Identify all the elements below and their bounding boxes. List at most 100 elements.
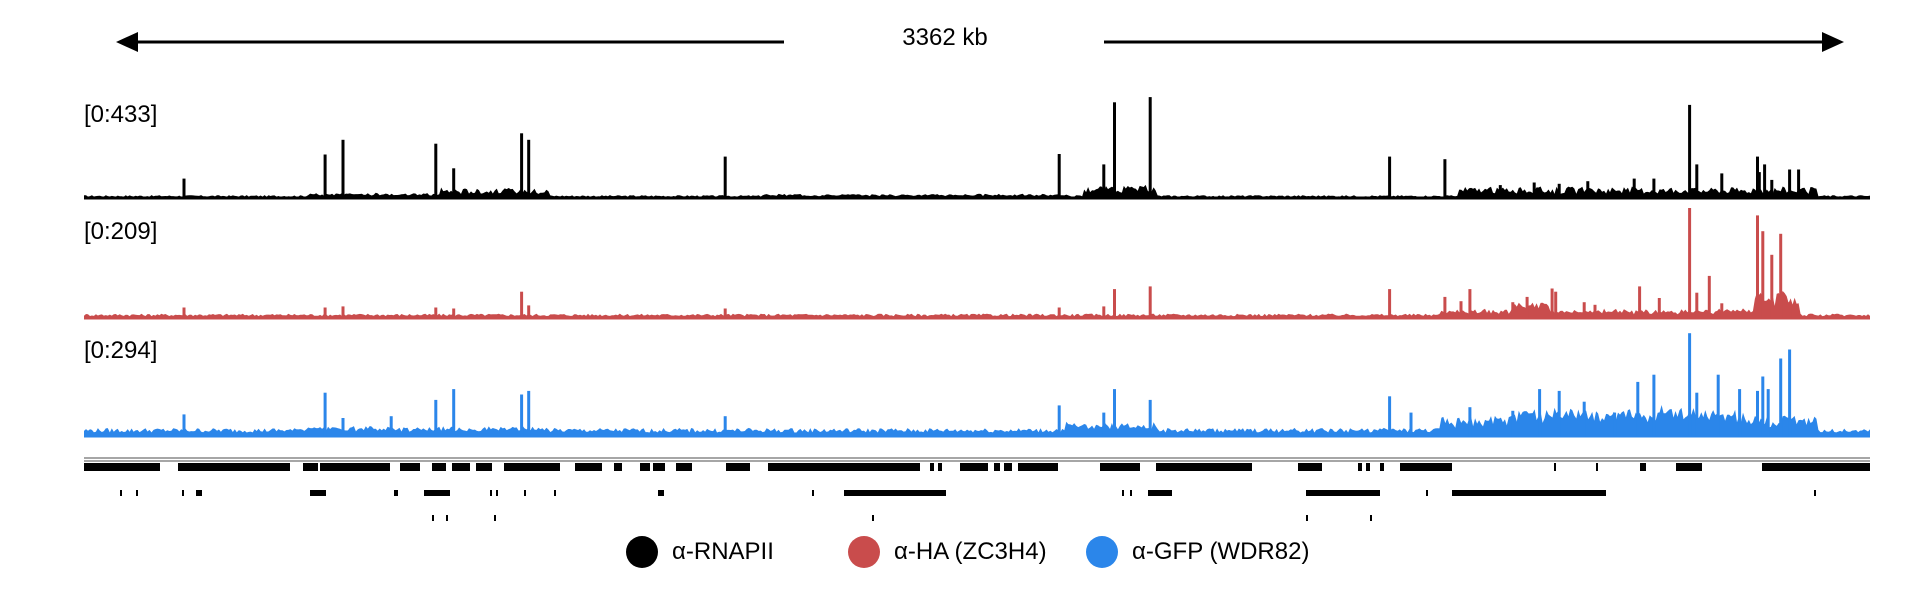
gene-row-2-block <box>136 490 138 496</box>
track-peak-rnapii <box>323 154 327 198</box>
legend-swatch-rnapii <box>626 536 658 568</box>
legend-swatch-wdr82 <box>1086 536 1118 568</box>
track-peak-zc3h4 <box>323 307 327 318</box>
track-peak-zc3h4 <box>1468 289 1472 318</box>
gene-row-2-block <box>1452 490 1606 496</box>
gene-row-2-block <box>424 490 450 496</box>
track-peak-zc3h4 <box>1550 288 1554 318</box>
gene-row-2-block <box>554 490 556 496</box>
track-peak-zc3h4 <box>1779 233 1783 318</box>
legend-label-wdr82: α-GFP (WDR82) <box>1132 538 1310 565</box>
track-peak-rnapii <box>1756 156 1759 198</box>
track-peak-zc3h4 <box>1638 286 1642 318</box>
legend: α-RNAPII α-HA (ZC3H4) α-GFP (WDR82) <box>0 530 1920 580</box>
legend-item-wdr82: α-GFP (WDR82) <box>1086 530 1309 574</box>
gene-row-1-block <box>640 463 650 471</box>
track-peak-rnapii <box>1532 182 1536 198</box>
track-range-zc3h4: [0:209] <box>84 218 158 245</box>
gene-row-1-block <box>400 463 420 471</box>
track-area-wdr82 <box>84 405 1870 436</box>
gene-row-1-block <box>676 463 692 471</box>
track-peak-rnapii <box>434 143 438 198</box>
gene-row-2-block <box>394 490 398 496</box>
gene-row-1-block <box>1004 463 1012 471</box>
gene-row-2-block <box>1130 490 1132 496</box>
track-peak-rnapii <box>1113 102 1116 198</box>
track-peak-rnapii <box>1763 164 1767 198</box>
gene-row-1-block <box>1018 463 1058 471</box>
gene-row-3-block <box>432 515 434 521</box>
gene-row-1-block <box>726 463 750 471</box>
track-peak-rnapii <box>1388 156 1392 198</box>
gene-row-2-block <box>1426 490 1428 496</box>
gene-row-2-block <box>524 490 526 496</box>
track-peak-wdr82 <box>1688 333 1692 436</box>
track-peak-rnapii <box>1102 164 1106 198</box>
scale-bar <box>116 32 1844 52</box>
track-peak-zc3h4 <box>1756 215 1759 318</box>
track-peak-rnapii <box>1797 169 1801 198</box>
track-rnapii <box>84 97 1870 200</box>
track-peak-wdr82 <box>1613 412 1617 436</box>
track-peak-zc3h4 <box>1057 307 1061 318</box>
track-peak-rnapii <box>1757 172 1761 198</box>
gene-row-1-block <box>1156 463 1252 471</box>
track-peak-rnapii <box>1057 154 1061 198</box>
legend-item-rnapii: α-RNAPII <box>626 530 774 574</box>
track-peak-zc3h4 <box>452 308 456 318</box>
track-peak-wdr82 <box>1761 376 1765 436</box>
gene-row-1-block <box>960 463 988 471</box>
track-peak-wdr82 <box>1057 405 1061 436</box>
track-peak-wdr82 <box>1538 389 1542 436</box>
track-peak-wdr82 <box>182 414 186 436</box>
track-peak-rnapii <box>1770 179 1774 198</box>
gene-row-3-block <box>872 515 874 521</box>
gene-row-1-block <box>614 463 622 471</box>
gene-row-1-block <box>1298 463 1322 471</box>
track-peak-zc3h4 <box>1707 275 1711 318</box>
track-peak-wdr82 <box>1695 392 1699 436</box>
track-peak-rnapii <box>452 168 456 198</box>
track-peak-wdr82 <box>1113 389 1116 436</box>
gene-row-1-block <box>452 463 470 471</box>
track-peak-zc3h4 <box>1443 296 1447 318</box>
track-peak-rnapii <box>182 178 186 198</box>
gene-row-1-block <box>432 463 446 471</box>
gene-row-1-block <box>938 463 942 471</box>
track-peak-wdr82 <box>452 389 456 436</box>
track-peak-zc3h4 <box>1761 231 1765 318</box>
legend-label-zc3h4: α-HA (ZC3H4) <box>894 538 1047 565</box>
track-peak-wdr82 <box>1511 410 1515 436</box>
track-peak-zc3h4 <box>434 307 438 318</box>
legend-item-zc3h4: α-HA (ZC3H4) <box>848 530 1047 574</box>
track-peak-wdr82 <box>723 416 727 436</box>
track-peak-wdr82 <box>1756 390 1759 436</box>
track-peak-wdr82 <box>1409 412 1413 436</box>
track-peak-zc3h4 <box>1770 254 1774 318</box>
gene-row-1-block <box>1358 463 1362 471</box>
gene-row-2-block <box>496 490 498 496</box>
track-peak-rnapii <box>1586 181 1590 198</box>
track-peak-zc3h4 <box>520 291 524 318</box>
track-peak-rnapii <box>1472 188 1475 198</box>
track-peak-zc3h4 <box>1695 292 1699 318</box>
track-peak-rnapii <box>1788 169 1792 198</box>
track-peak-wdr82 <box>1652 374 1656 436</box>
legend-label-rnapii: α-RNAPII <box>672 538 774 565</box>
track-peak-wdr82 <box>1388 396 1392 436</box>
gene-row-1-block <box>930 463 934 471</box>
track-peak-zc3h4 <box>1582 302 1586 318</box>
track-peak-wdr82 <box>527 390 531 436</box>
track-peak-zc3h4 <box>527 305 531 318</box>
track-peak-zc3h4 <box>1788 302 1792 318</box>
track-peak-rnapii <box>1498 185 1502 198</box>
track-peak-rnapii <box>1720 173 1724 198</box>
gene-row-1-block <box>1676 463 1702 471</box>
track-peak-zc3h4 <box>341 306 345 318</box>
track-peak-zc3h4 <box>1593 304 1597 318</box>
track-peak-rnapii <box>1695 164 1699 198</box>
track-peak-wdr82 <box>1636 381 1640 436</box>
track-peak-zc3h4 <box>1148 286 1152 318</box>
track-peak-rnapii <box>1652 178 1656 198</box>
